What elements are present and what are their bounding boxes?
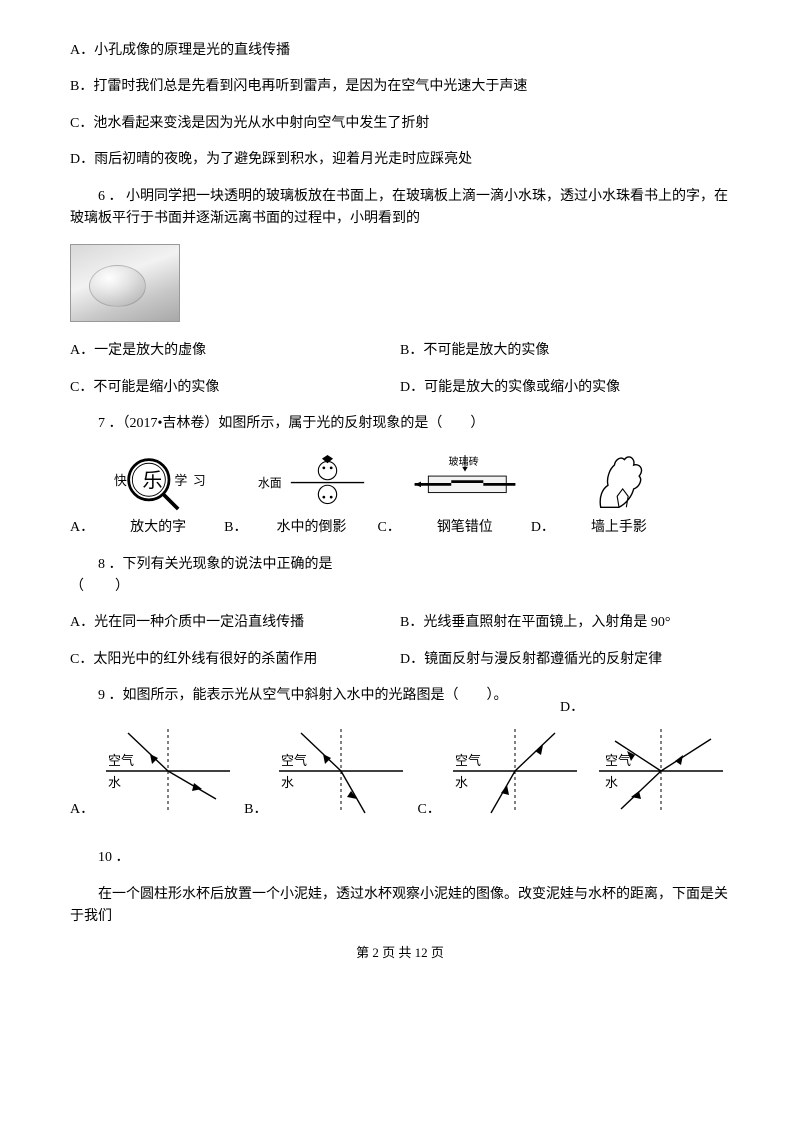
q5-option-d: D．雨后初晴的夜晚，为了避免踩到积水，迎着月光走时应踩亮处	[70, 149, 730, 171]
q8-option-d: D．镜面反射与漫反射都遵循光的反射定律	[400, 649, 730, 671]
q8-blank-paren: （ ）	[70, 579, 130, 594]
q6-option-d: D．可能是放大的实像或缩小的实像	[400, 377, 730, 399]
q7-a-figure-magnifier: 快 乐 学 习 放大的字	[98, 450, 218, 540]
q8-option-c: C．太阳光中的红外线有很好的杀菌作用	[70, 649, 400, 671]
q9-intro: 9 ．如图所示，能表示光从空气中斜射入水中的光路图是（ ）。	[70, 685, 730, 707]
q7-option-d: D． 墙上手影	[531, 450, 679, 540]
q7-options-row: A． 快 乐 学 习 放大的字 B． 水面	[70, 450, 730, 540]
q7-a-label: A．	[70, 517, 94, 539]
q7-option-b: B． 水面 水中的倒影	[224, 450, 371, 540]
page-footer: 第 2 页 共 12 页	[70, 943, 730, 964]
svg-text:水: 水	[455, 775, 468, 790]
q9-d-label: D．	[560, 697, 584, 719]
q5-option-a: A．小孔成像的原理是光的直线传播	[70, 40, 730, 62]
q9-b-ray-diagram: 空气 水	[271, 721, 411, 821]
q8-option-b: B．光线垂直照射在平面镜上，入射角是 90°	[400, 612, 730, 634]
svg-text:习: 习	[193, 474, 206, 488]
q9-d-ray-diagram: 空气 水	[591, 721, 731, 821]
q9-a-label: A．	[70, 799, 94, 821]
q7-option-a: A． 快 乐 学 习 放大的字	[70, 450, 218, 540]
q9-options-row: D． A． 空气 水 B． 空气 水	[70, 721, 730, 821]
svg-text:水: 水	[605, 775, 618, 790]
pen-refraction-icon: 玻璃砖	[410, 450, 520, 515]
q6-intro: 6 ． 小明同学把一块透明的玻璃板放在书面上，在玻璃板上滴一滴小水珠，透过小水珠…	[70, 186, 730, 231]
q8-intro: 8 ．下列有关光现象的说法中正确的是 （ ）	[70, 554, 730, 599]
q8-intro-text: 8 ．下列有关光现象的说法中正确的是	[98, 557, 333, 572]
q7-a-caption: 放大的字	[130, 515, 186, 539]
q5-option-c: C．池水看起来变浅是因为光从水中射向空气中发生了折射	[70, 113, 730, 135]
q9-option-d: 空气 水	[591, 721, 731, 821]
q9-option-c: C． 空气 水	[417, 721, 584, 821]
q7-d-caption: 墙上手影	[591, 515, 647, 539]
water-reflection-icon: 水面	[256, 450, 366, 515]
q5-option-b: B．打雷时我们总是先看到闪电再听到雷声，是因为在空气中光速大于声速	[70, 76, 730, 98]
q7-d-label: D．	[531, 517, 555, 539]
q7-c-caption: 钢笔错位	[437, 515, 493, 539]
q9-a-ray-diagram: 空气 水	[98, 721, 238, 821]
q9-option-a: A． 空气 水	[70, 721, 238, 821]
q8-option-a: A．光在同一种介质中一定沿直线传播	[70, 612, 400, 634]
svg-text:学: 学	[175, 473, 188, 488]
svg-text:玻璃砖: 玻璃砖	[448, 455, 478, 468]
svg-text:空气: 空气	[281, 753, 307, 768]
svg-text:水: 水	[281, 775, 294, 790]
q7-b-caption: 水中的倒影	[276, 515, 346, 539]
q6-option-a: A．一定是放大的虚像	[70, 340, 400, 362]
q9-b-label: B．	[244, 799, 267, 821]
svg-text:乐: 乐	[143, 469, 163, 492]
q9-c-ray-diagram: 空气 水	[445, 721, 585, 821]
svg-text:水: 水	[108, 775, 121, 790]
q10-text: 在一个圆柱形水杯后放置一个小泥娃，透过水杯观察小泥娃的图像。改变泥娃与水杯的距离…	[70, 884, 730, 929]
q7-c-label: C．	[377, 517, 400, 539]
q6-option-b: B．不可能是放大的实像	[400, 340, 730, 362]
svg-text:水面: 水面	[258, 476, 282, 490]
q7-option-c: C． 玻璃砖 钢笔错位	[377, 450, 524, 540]
q9-option-b: B． 空气 水	[244, 721, 411, 821]
q6-photo-water-drop-on-book	[70, 244, 180, 322]
q7-intro: 7 ．（2017•吉林卷）如图所示，属于光的反射现象的是（ ）	[70, 413, 730, 435]
q7-d-figure-hand-shadow: 墙上手影	[559, 450, 679, 540]
q7-c-figure-pen-glass: 玻璃砖 钢笔错位	[405, 450, 525, 540]
magnifier-icon: 快 乐 学 习	[103, 450, 213, 515]
q7-b-label: B．	[224, 517, 247, 539]
q9-c-label: C．	[417, 799, 440, 821]
svg-text:空气: 空气	[455, 753, 481, 768]
q7-b-figure-reflection: 水面 水中的倒影	[251, 450, 371, 540]
hand-shadow-icon	[564, 450, 674, 515]
svg-text:快: 快	[114, 474, 127, 488]
svg-text:空气: 空气	[605, 753, 631, 768]
q10-number: 10 ．	[70, 847, 730, 869]
svg-text:空气: 空气	[108, 753, 134, 768]
q6-option-c: C．不可能是缩小的实像	[70, 377, 400, 399]
